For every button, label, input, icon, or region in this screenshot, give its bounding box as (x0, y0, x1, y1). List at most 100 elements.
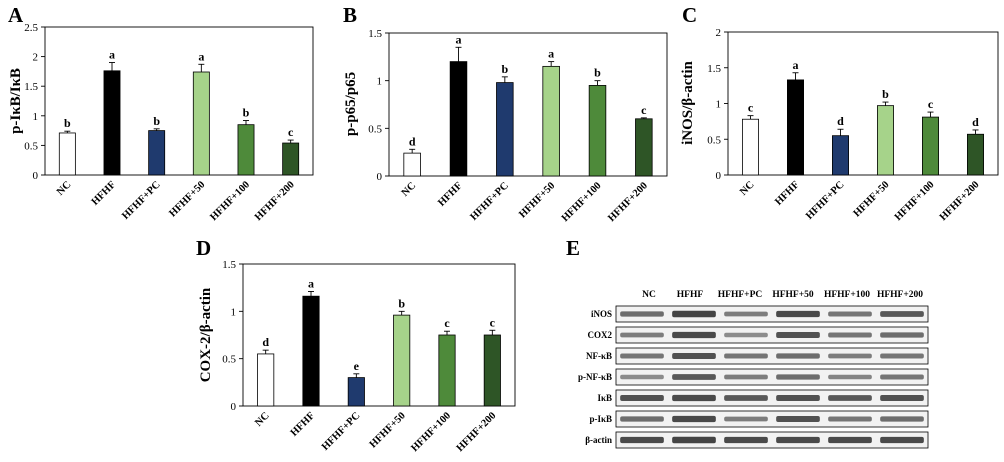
plot-frame (44, 26, 314, 176)
blot-band (672, 310, 716, 318)
blot-band (828, 416, 872, 422)
blot-band (776, 353, 820, 359)
blot-band (776, 436, 820, 444)
blot-band (828, 353, 872, 359)
y-axis-label: p-IκB/IκB (8, 68, 24, 134)
x-tick-label: HFHF (436, 180, 464, 208)
bar (393, 314, 411, 407)
panel-e: E NC HFHF HFHF+PC HFHF+50 HFHF+100 HFHF+200 iNO… (566, 236, 929, 449)
x-tick-label: HFHF+50 (368, 410, 408, 450)
blot-band (724, 395, 768, 401)
blot-band (620, 395, 664, 401)
y-tick-label: 1 (716, 99, 722, 111)
x-tick-label: HFHF+PC (120, 179, 163, 222)
y-tick-label: 1.5 (222, 259, 236, 271)
y-tick-label: 0 (33, 170, 39, 182)
x-tick-label: HFHF+50 (852, 179, 892, 219)
blot-strip (615, 410, 929, 428)
bar (483, 334, 501, 407)
blot-row-label: p-NF-κB (578, 372, 612, 382)
plot-frame (242, 263, 516, 407)
bar (103, 70, 121, 176)
y-axis-label: iNOS/β-actin (680, 60, 696, 144)
x-tick-label: NC (738, 179, 757, 198)
blot-band (880, 374, 924, 380)
blot-lane-label: NC (642, 290, 656, 300)
blot-row-label: IκB (597, 393, 612, 403)
panel-letter: B (343, 3, 357, 27)
significance-label: a (308, 276, 314, 290)
blot-band (828, 332, 872, 338)
y-tick-label: 0 (231, 401, 237, 413)
significance-label: b (594, 66, 601, 80)
blot-lane-label: HFHF+50 (772, 290, 814, 300)
bar (496, 82, 514, 177)
blot-strip (615, 431, 929, 449)
y-tick-label: 1.5 (368, 28, 382, 40)
significance-label: a (109, 48, 115, 62)
blot-band (724, 311, 768, 317)
y-tick-label: 0.5 (222, 354, 236, 366)
y-tick-label: 1 (377, 76, 383, 88)
blot-band (828, 374, 872, 380)
blot-band (620, 416, 664, 422)
blot-band (776, 416, 820, 422)
significance-label: a (548, 47, 554, 61)
significance-label: b (398, 296, 405, 310)
y-tick-label: 1 (231, 306, 237, 318)
blot-band (776, 374, 820, 380)
x-tick-label: NC (400, 180, 419, 199)
y-tick-label: 2 (716, 27, 722, 39)
blot-lane-label: HFHF+PC (718, 290, 763, 300)
blot-band (776, 332, 820, 338)
y-tick-label: 2 (33, 52, 39, 64)
x-tick-label: HFHF+100 (560, 180, 604, 224)
x-tick-label: HFHF+PC (320, 410, 363, 453)
panel-a: Ap-IκB/IκB 0 0.5 1 1.5 2 2.5 b NC a HFHF b HFHF+PC a H… (8, 3, 314, 223)
blot-band (672, 353, 716, 359)
x-tick-label: NC (55, 179, 74, 198)
panel-b: Bp-p65/p65 0 0.5 1 1.5 d NC a HFHF b HFHF+PC a HFHF+… (343, 3, 668, 224)
blot-band (828, 311, 872, 317)
bar (192, 71, 210, 176)
significance-label: c (288, 125, 294, 139)
significance-label: d (262, 335, 269, 349)
plot-frame (727, 31, 999, 176)
blot-row-label: iNOS (591, 309, 612, 319)
blot-strip (615, 389, 929, 407)
x-tick-label: HFHF+200 (455, 410, 499, 454)
bar (148, 130, 166, 176)
x-tick-label: HFHF (289, 410, 317, 438)
blot-band (776, 310, 820, 318)
blot-band (776, 395, 820, 401)
x-tick-label: HFHF+200 (253, 179, 297, 223)
panel-letter: C (682, 3, 697, 27)
panel-letter: D (196, 236, 211, 260)
bar (832, 135, 850, 176)
blot-strip (615, 305, 929, 323)
blot-row-label: NF-κB (586, 351, 612, 361)
blot-band (724, 436, 768, 444)
bar (58, 132, 76, 176)
blot-band (880, 416, 924, 422)
bar (787, 79, 805, 176)
significance-label: c (641, 103, 647, 117)
y-axis-label: COX-2/β-actin (198, 287, 214, 382)
panel-letter: A (8, 3, 24, 27)
significance-label: c (928, 97, 934, 111)
blot-band (880, 395, 924, 401)
significance-label: c (748, 101, 754, 115)
bar (237, 124, 255, 176)
blot-band (880, 353, 924, 359)
significance-label: d (409, 134, 416, 148)
bar (403, 152, 421, 177)
significance-label: a (793, 58, 799, 72)
bar (449, 61, 468, 177)
x-tick-label: HFHF+100 (893, 179, 937, 223)
x-tick-label: HFHF+50 (517, 180, 557, 220)
bar (922, 116, 940, 176)
significance-label: b (153, 114, 160, 128)
bar (588, 85, 607, 177)
